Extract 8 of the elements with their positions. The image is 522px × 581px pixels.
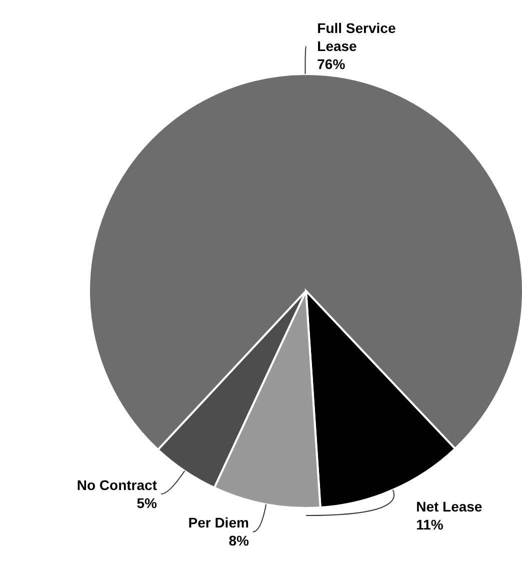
slice-label: Per Diem: [188, 514, 249, 531]
data-label: 5%: [136, 495, 158, 512]
slice-label: No Contract: [76, 477, 158, 494]
slice-label: Full Service Lease: [317, 20, 396, 54]
data-label: 8%: [228, 532, 250, 549]
slice-label: Net Lease: [416, 498, 482, 514]
data-label: 11%: [416, 516, 444, 532]
data-label: 76%: [317, 56, 346, 72]
